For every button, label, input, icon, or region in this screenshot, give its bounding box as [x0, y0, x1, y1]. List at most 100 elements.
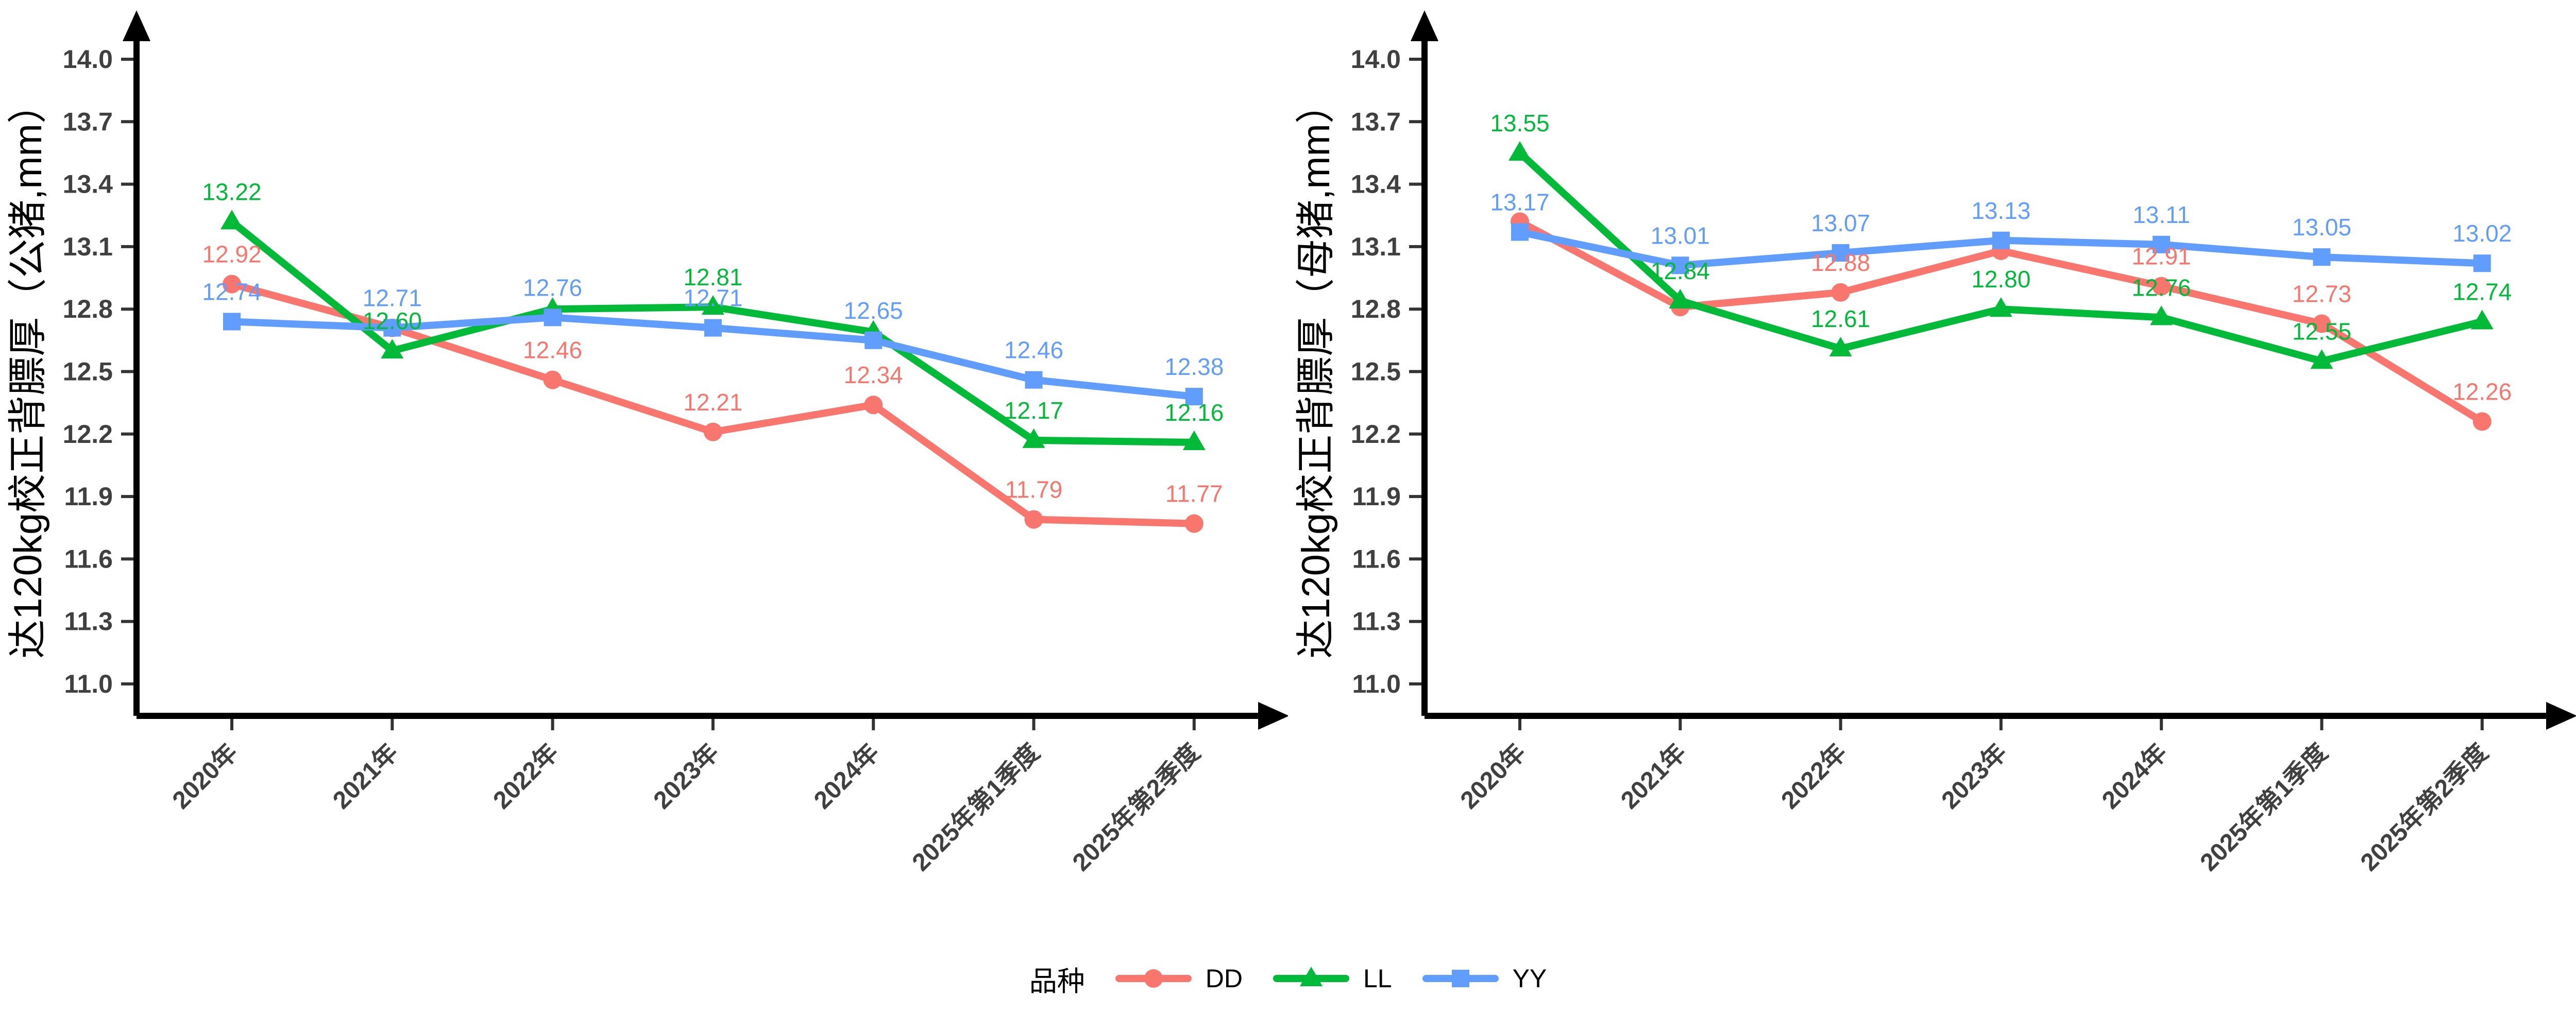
y-tick-label: 13.4	[1351, 170, 1401, 199]
value-label-DD-0: 12.92	[202, 241, 261, 268]
value-label-DD-4: 12.91	[2132, 243, 2191, 270]
y-tick-label: 11.0	[1352, 670, 1401, 698]
x-tick-label: 2020年	[1455, 739, 1531, 814]
x-tick-label: 2023年	[649, 739, 724, 814]
y-tick-label: 11.9	[64, 482, 113, 511]
data-point-LL-0	[221, 210, 243, 230]
data-point-DD-4	[864, 396, 883, 415]
data-point-YY-0	[1511, 223, 1529, 241]
value-label-LL-5: 12.17	[1004, 397, 1063, 424]
value-label-LL-6: 12.16	[1164, 399, 1224, 426]
data-point-LL-4	[2150, 305, 2173, 325]
data-point-DD-5	[1024, 510, 1043, 529]
data-point-LL-1	[381, 339, 404, 359]
y-tick-label: 12.2	[63, 420, 113, 449]
y-axis-title-boar: 达120kg校正背膘厚（公猪,mm）	[6, 84, 50, 659]
x-axis-arrow-icon	[2546, 702, 2576, 730]
x-tick-label: 2021年	[1616, 739, 1691, 814]
value-label-LL-0: 13.55	[1490, 110, 1549, 136]
data-point-DD-4	[2152, 277, 2171, 296]
data-point-YY-2	[1832, 244, 1850, 262]
value-label-YY-1: 13.01	[1651, 222, 1710, 249]
value-label-LL-6: 12.74	[2452, 278, 2512, 305]
value-label-DD-3: 12.21	[683, 389, 742, 416]
value-label-YY-1: 12.71	[363, 285, 422, 312]
data-point-YY-0	[223, 313, 241, 331]
y-tick-label: 11.3	[1352, 607, 1401, 636]
data-point-YY-6	[2473, 254, 2491, 272]
data-point-LL-2	[1829, 337, 1852, 357]
y-tick-label: 12.8	[63, 295, 113, 323]
value-label-YY-6: 12.38	[1164, 353, 1224, 380]
y-tick-label: 11.3	[64, 607, 113, 636]
legend-label-ll: LL	[1363, 964, 1392, 993]
data-point-DD-6	[2472, 412, 2492, 431]
value-label-YY-3: 13.13	[1971, 197, 2030, 224]
data-point-LL-0	[1509, 141, 1531, 161]
data-point-LL-1	[1669, 289, 1692, 309]
x-tick-label: 2023年	[1937, 739, 2012, 814]
data-point-DD-5	[2312, 314, 2331, 333]
x-tick-label: 2025年第2季度	[2355, 739, 2494, 877]
data-point-YY-5	[2313, 248, 2331, 266]
value-label-YY-5: 12.46	[1004, 337, 1063, 364]
data-point-LL-5	[1022, 428, 1045, 448]
x-tick-label: 2022年	[1776, 739, 1852, 814]
data-point-YY-6	[1185, 388, 1203, 406]
value-label-DD-2: 12.46	[523, 337, 582, 364]
data-point-YY-2	[544, 308, 562, 327]
y-tick-label: 14.0	[1351, 45, 1401, 74]
value-label-YY-2: 12.76	[523, 274, 582, 301]
x-tick-label: 2025年第1季度	[907, 739, 1045, 877]
value-label-YY-4: 12.65	[844, 297, 903, 324]
data-point-LL-5	[2310, 349, 2333, 369]
x-tick-label: 2025年第1季度	[2195, 739, 2333, 877]
value-label-LL-4: 12.76	[2132, 274, 2191, 301]
data-point-LL-3	[701, 295, 724, 315]
value-label-DD-5: 12.73	[2292, 281, 2351, 307]
data-point-YY-5	[1025, 371, 1043, 389]
y-tick-label: 12.5	[1351, 357, 1401, 386]
data-point-YY-4	[2153, 235, 2171, 253]
legend-key-dd-icon	[1115, 969, 1192, 988]
value-label-LL-3: 12.81	[683, 264, 742, 290]
data-point-LL-6	[1182, 430, 1206, 450]
x-axis-arrow-icon	[1258, 702, 1288, 730]
chart-boar: 达120kg校正背膘厚（公猪,mm） 14.0 13.7 13.4 13.1 12.8 12…	[0, 0, 1288, 942]
chart-sow-svg: 达120kg校正背膘厚（母猪,mm） 14.0 13.7 13.4 13.1 12.8 12…	[1294, 10, 2576, 877]
legend-marker-YY-icon	[1451, 970, 1469, 987]
data-point-YY-1	[1671, 256, 1689, 274]
value-label-LL-5: 12.55	[2292, 318, 2351, 345]
y-axis-title-sow: 达120kg校正背膘厚（母猪,mm）	[1294, 84, 1338, 659]
y-tick-label: 13.1	[1351, 232, 1401, 261]
legend-item-yy: YY	[1422, 958, 1547, 999]
legend-marker-LL-icon	[1299, 967, 1323, 986]
y-tick-label: 14.0	[63, 45, 113, 74]
chart-boar-svg: 达120kg校正背膘厚（公猪,mm）14.013.713.413.112.812…	[6, 10, 1288, 877]
y-tick-label: 12.5	[63, 357, 113, 386]
chart-sow: 达120kg校正背膘厚（母猪,mm） 14.0 13.7 13.4 13.1 12.8 12…	[1288, 0, 2576, 942]
value-label-YY-3: 12.71	[683, 285, 742, 312]
data-point-YY-3	[704, 319, 722, 337]
y-tick-label: 13.1	[63, 232, 113, 261]
value-label-YY-2: 13.07	[1811, 210, 1870, 236]
y-tick-label: 12.8	[1351, 295, 1401, 323]
value-label-LL-0: 13.22	[202, 178, 261, 205]
value-label-YY-6: 13.02	[2452, 220, 2512, 247]
value-label-DD-2: 12.88	[1811, 249, 1870, 276]
data-point-DD-2	[1831, 283, 1850, 302]
legend: 品种 DD LL YY	[0, 948, 2576, 1009]
legend-key-ll-icon	[1273, 967, 1349, 986]
y-tick-label: 13.7	[1351, 107, 1401, 136]
legend-item-dd: DD	[1115, 958, 1243, 999]
y-tick-label: 11.9	[1352, 482, 1401, 511]
value-label-YY-4: 13.11	[2132, 201, 2190, 228]
value-label-DD-4: 12.34	[844, 362, 903, 388]
x-tick-label: 2020年	[167, 739, 243, 814]
x-tick-label: 2025年第2季度	[1067, 739, 1206, 877]
value-label-YY-0: 12.74	[202, 278, 261, 305]
value-label-LL-3: 12.80	[1971, 266, 2030, 293]
y-tick-label: 11.6	[1352, 544, 1401, 573]
x-tick-label: 2022年	[488, 739, 564, 814]
